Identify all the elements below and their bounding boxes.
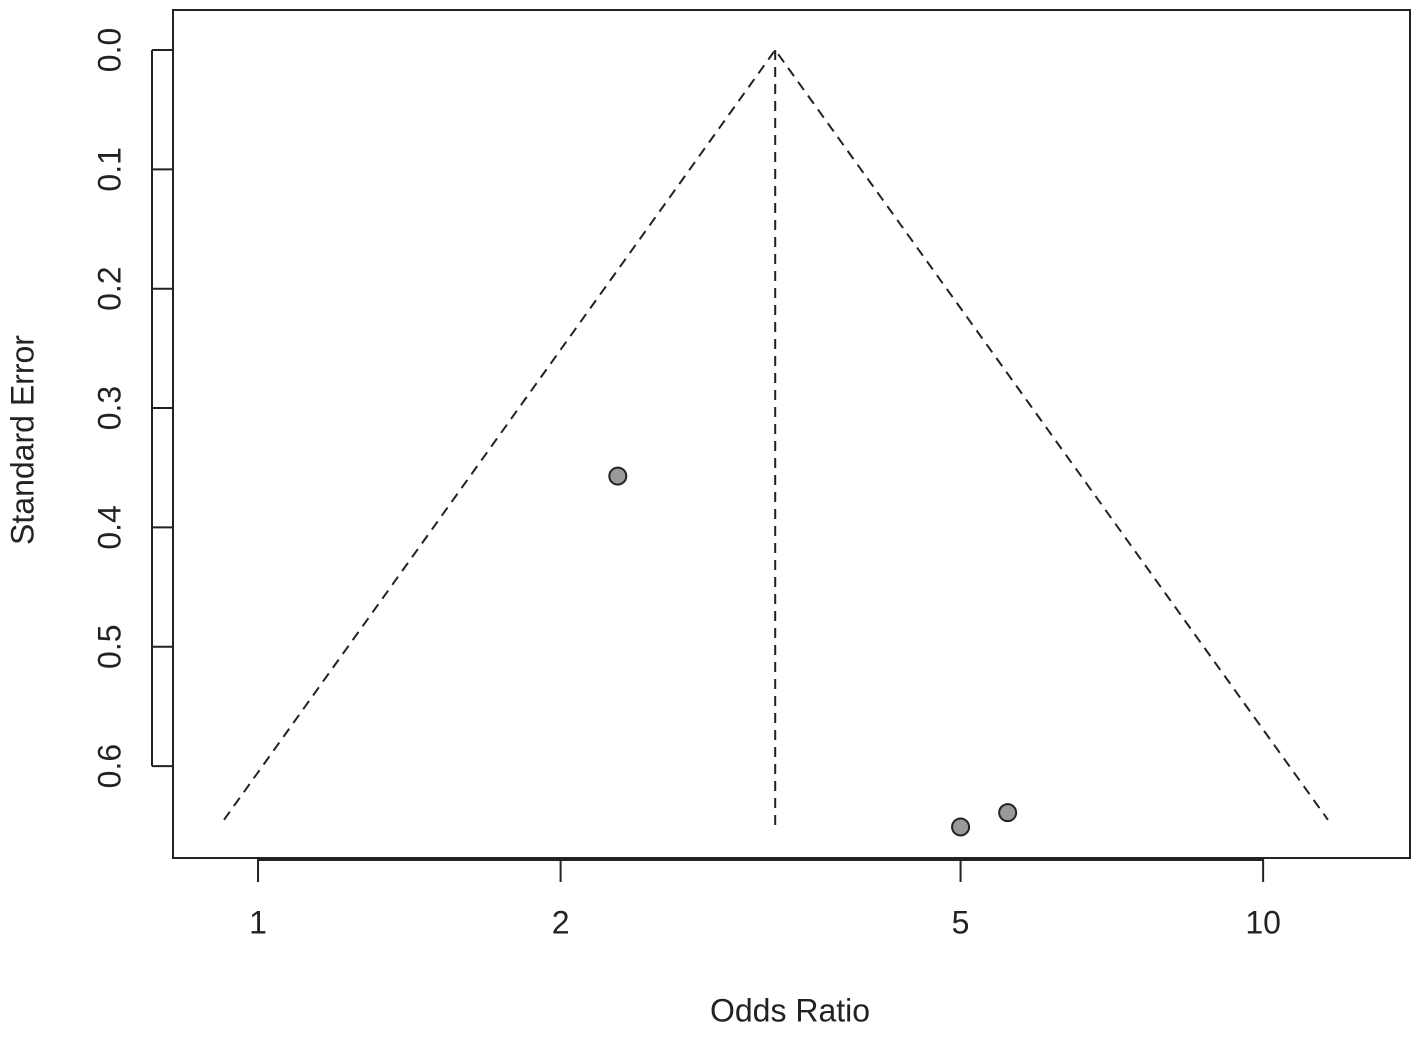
point [608,466,628,486]
y-tick-label: 0.1 [91,147,127,191]
point [951,817,971,837]
x-tick-label: 10 [1245,904,1281,940]
x-tick-label: 2 [552,904,570,940]
y-tick-label: 0.0 [91,28,127,72]
plot-box [172,9,1411,859]
y-axis-title: Standard Error [4,335,40,545]
point [998,803,1018,823]
x-axis-title: Odds Ratio [710,992,870,1028]
y-tick-label: 0.3 [91,386,127,430]
y-tick-label: 0.4 [91,505,127,549]
x-tick-label: 5 [952,904,970,940]
y-tick-label: 0.5 [91,625,127,669]
x-tick-label: 1 [249,904,267,940]
y-tick-label: 0.2 [91,266,127,310]
y-tick-label: 0.6 [91,744,127,788]
funnel-line [223,48,1329,821]
